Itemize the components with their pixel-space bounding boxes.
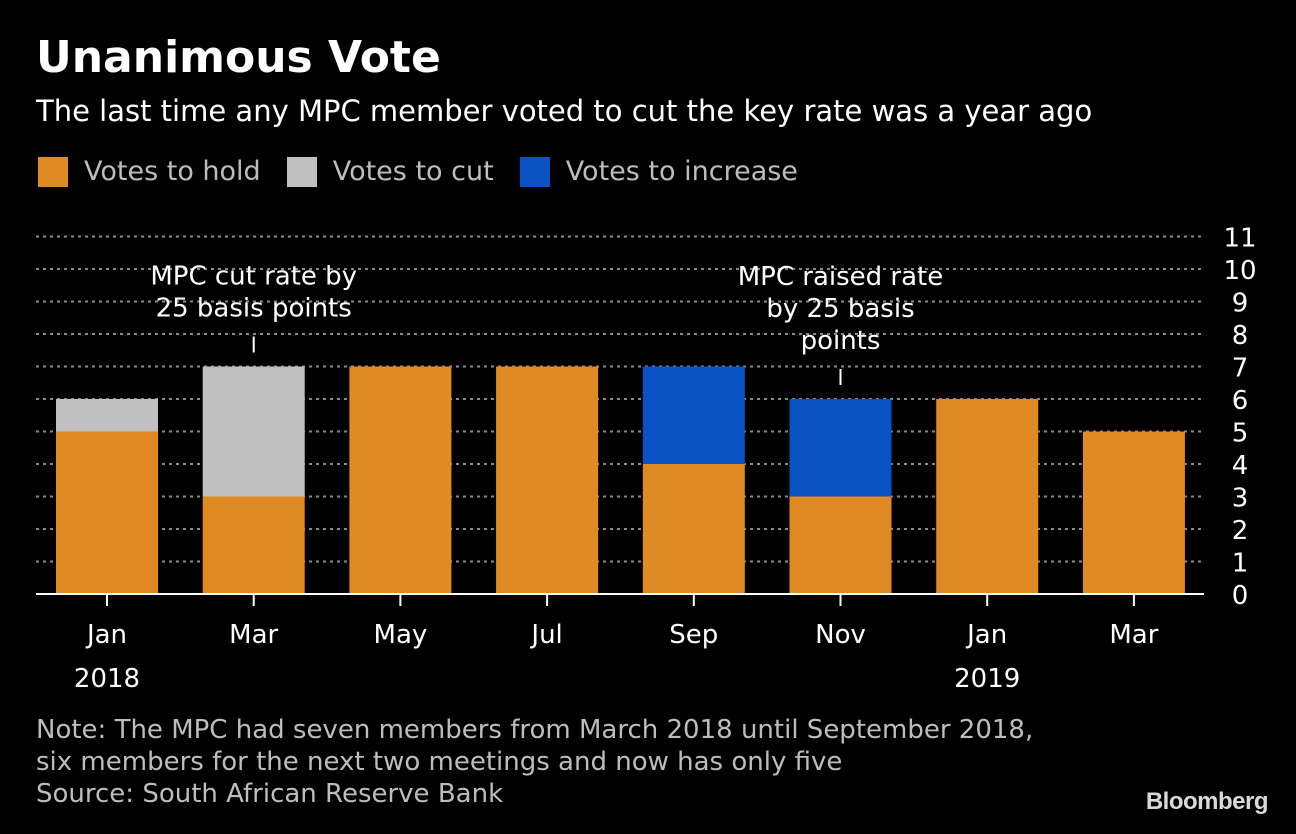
y-tick-label: 8 bbox=[1232, 321, 1249, 351]
annotation-text: MPC cut rate by bbox=[150, 262, 357, 292]
annotation-text: points bbox=[801, 326, 881, 356]
y-tick-label: 3 bbox=[1232, 484, 1249, 514]
legend-swatch-hold bbox=[38, 156, 68, 187]
x-tick-label: Jan bbox=[965, 620, 1007, 650]
bar-votes-to-increase bbox=[642, 366, 745, 464]
note-line-1: Note: The MPC had seven members from Mar… bbox=[36, 715, 1034, 745]
legend-item-increase: Votes to increase bbox=[519, 156, 798, 187]
bar-votes-to-hold bbox=[789, 496, 892, 594]
y-tick-label: 7 bbox=[1232, 354, 1249, 384]
y-tick-label: 6 bbox=[1232, 386, 1249, 416]
x-tick-label: Sep bbox=[669, 620, 718, 650]
annotation-text: by 25 basis bbox=[766, 294, 914, 324]
bar-votes-to-hold bbox=[202, 496, 305, 594]
y-tick-label: 5 bbox=[1232, 419, 1249, 449]
y-tick-label: 4 bbox=[1232, 451, 1249, 481]
bar-votes-to-cut bbox=[56, 399, 158, 432]
chart-title: Unanimous Vote bbox=[36, 32, 441, 83]
x-tick-label: Jul bbox=[529, 620, 562, 650]
y-tick-label: 1 bbox=[1232, 549, 1249, 579]
bar-votes-to-hold bbox=[936, 399, 1039, 594]
bar-votes-to-cut bbox=[202, 366, 305, 497]
legend-item-cut: Votes to cut bbox=[286, 156, 494, 187]
legend-label-increase: Votes to increase bbox=[565, 156, 798, 187]
source-line: Source: South African Reserve Bank bbox=[36, 779, 504, 809]
bloomberg-logo: Bloomberg bbox=[1145, 788, 1269, 815]
annotation-text: 25 basis points bbox=[156, 294, 352, 324]
y-tick-label: 9 bbox=[1232, 289, 1249, 319]
y-tick-label: 0 bbox=[1232, 581, 1249, 611]
x-tick-label: Mar bbox=[1109, 620, 1158, 650]
year-label: 2019 bbox=[954, 664, 1020, 694]
bar-votes-to-hold bbox=[1082, 431, 1185, 594]
y-tick-label: 11 bbox=[1223, 224, 1256, 254]
annotation-text: MPC raised rate bbox=[738, 262, 944, 292]
year-label: 2018 bbox=[74, 664, 140, 694]
y-tick-label: 10 bbox=[1223, 256, 1256, 286]
bar-votes-to-increase bbox=[789, 399, 892, 497]
legend-label-cut: Votes to cut bbox=[332, 156, 494, 187]
legend: Votes to hold Votes to cut Votes to incr… bbox=[38, 156, 824, 187]
chart-subtitle: The last time any MPC member voted to cu… bbox=[36, 94, 1093, 128]
bar-votes-to-hold bbox=[642, 464, 745, 594]
y-tick-label: 2 bbox=[1232, 516, 1249, 546]
x-tick-label: Jan bbox=[85, 620, 127, 650]
legend-item-hold: Votes to hold bbox=[38, 156, 261, 187]
bar-votes-to-hold bbox=[496, 366, 599, 594]
footnote: Note: The MPC had seven members from Mar… bbox=[36, 714, 1033, 810]
note-line-2: six members for the next two meetings an… bbox=[36, 747, 843, 777]
x-tick-label: Nov bbox=[815, 620, 866, 650]
bar-votes-to-hold bbox=[349, 366, 452, 594]
x-tick-label: May bbox=[374, 620, 428, 650]
legend-swatch-increase bbox=[519, 156, 550, 187]
x-tick-label: Mar bbox=[229, 620, 278, 650]
legend-swatch-cut bbox=[286, 156, 317, 187]
bar-votes-to-hold bbox=[56, 431, 158, 594]
legend-label-hold: Votes to hold bbox=[84, 156, 261, 187]
